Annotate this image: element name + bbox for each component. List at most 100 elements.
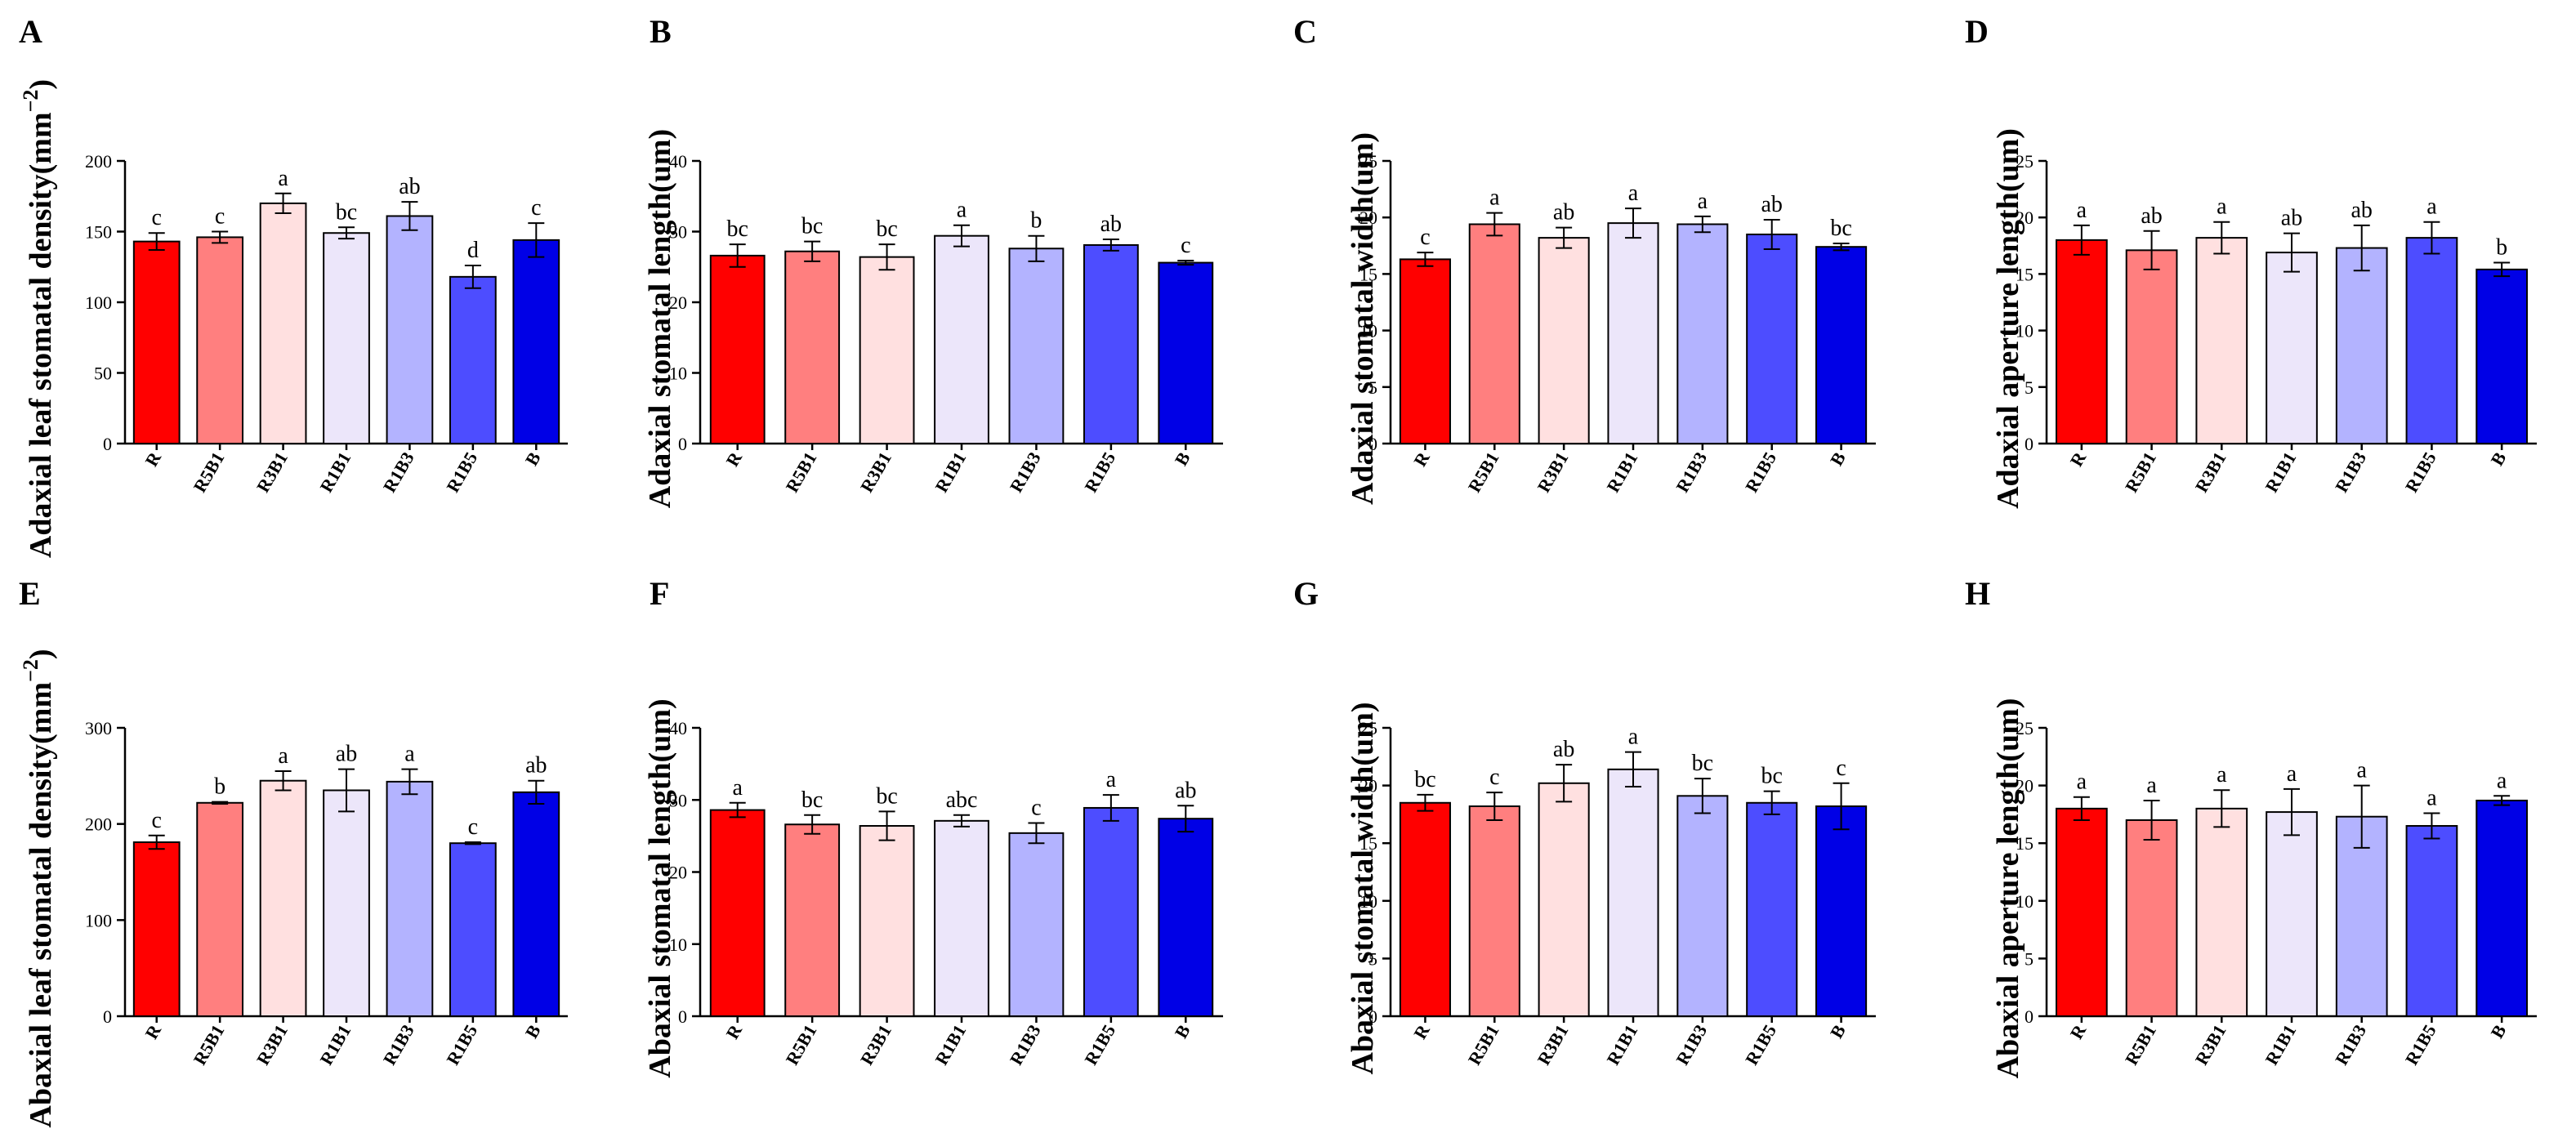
y-tick-label: 300 bbox=[85, 718, 112, 738]
y-tick-label: 200 bbox=[85, 814, 112, 835]
y-axis-title: Adaxial stomatal length(um) bbox=[643, 129, 677, 508]
y-axis-title-text: Adaxial stomatal width(um) bbox=[1346, 132, 1380, 505]
significance-label: a bbox=[2426, 194, 2437, 220]
y-tick-label: 10 bbox=[669, 364, 687, 384]
panel-label: B bbox=[650, 13, 672, 50]
bar-R1B3 bbox=[2335, 247, 2388, 444]
x-tick-label: R3B1 bbox=[252, 1021, 292, 1068]
significance-label: ab bbox=[1100, 212, 1122, 237]
y-tick-label: 20 bbox=[2016, 207, 2034, 228]
y-tick-label: 0 bbox=[1368, 1006, 1377, 1027]
bar-R5B1 bbox=[784, 823, 841, 1017]
bar-R1B1 bbox=[2266, 811, 2318, 1017]
bar-B bbox=[1815, 246, 1868, 444]
bar-B bbox=[512, 791, 560, 1017]
x-tick-label: B bbox=[2486, 1021, 2510, 1042]
bar-B bbox=[1158, 818, 1214, 1017]
x-tick-label: R3B1 bbox=[1534, 448, 1573, 496]
y-axis-title: Adaxial leaf stomatal density(mm−2) bbox=[19, 79, 58, 558]
x-tick-label: R5B1 bbox=[782, 448, 821, 496]
panel-E: E Abaxial leaf stomatal density(mm−2) 0 100… bbox=[19, 575, 568, 1128]
significance-label: c bbox=[531, 195, 541, 221]
x-tick-label: R1B5 bbox=[1741, 448, 1780, 496]
y-tick-label: 30 bbox=[669, 222, 687, 243]
x-tick-label: R3B1 bbox=[856, 448, 895, 496]
y-tick-label: 25 bbox=[1359, 151, 1377, 172]
y-tick-label: 15 bbox=[2016, 833, 2034, 854]
bar-R5B1 bbox=[2125, 819, 2178, 1018]
y-tick-label: 25 bbox=[1359, 718, 1377, 738]
bar-R3B1 bbox=[2195, 807, 2248, 1018]
y-axis-title-superscript: −2 bbox=[19, 659, 42, 682]
x-tick-label: R1B3 bbox=[1672, 448, 1711, 496]
significance-label: c bbox=[151, 205, 161, 230]
y-tick-label: 20 bbox=[669, 292, 687, 313]
y-axis-title: Abaxial leaf stomatal density(mm−2) bbox=[19, 649, 58, 1127]
significance-label: bc bbox=[801, 787, 823, 813]
bar-R1B3 bbox=[1676, 795, 1729, 1017]
y-axis-title: Abaxial aperture length(um) bbox=[1991, 698, 2025, 1079]
y-tick-label: 0 bbox=[678, 1006, 687, 1027]
y-axis-title: Abaxial stomatal width(um) bbox=[1346, 702, 1380, 1074]
bar-B bbox=[512, 239, 560, 444]
significance-label: a bbox=[278, 743, 288, 769]
x-tick-label: B bbox=[1171, 448, 1194, 469]
y-tick-label: 25 bbox=[2016, 718, 2034, 738]
significance-label: ab bbox=[525, 753, 547, 778]
significance-label: a bbox=[957, 198, 967, 223]
bar-R5B1 bbox=[1468, 223, 1520, 444]
bar-R1B3 bbox=[1676, 223, 1729, 444]
bar-R3B1 bbox=[259, 202, 307, 444]
bar-R bbox=[709, 809, 766, 1017]
x-tick-label: R5B1 bbox=[1464, 448, 1503, 496]
y-axis-title-text: Abaxial aperture length(um) bbox=[1991, 698, 2025, 1079]
panel-F: F Abaxial stomatal length(um) 0 10 20 30 40 a Rb… bbox=[643, 575, 1223, 1078]
y-tick-label: 200 bbox=[85, 151, 112, 172]
panel-label: A bbox=[19, 13, 42, 50]
x-tick-label: R1B1 bbox=[2261, 1021, 2300, 1068]
y-tick-label: 40 bbox=[669, 151, 687, 172]
significance-label: ab bbox=[2141, 203, 2162, 229]
y-tick-label: 20 bbox=[2016, 776, 2034, 796]
significance-label: b bbox=[214, 774, 225, 800]
bar-R1B5 bbox=[2405, 825, 2458, 1018]
significance-label: abc bbox=[946, 787, 978, 813]
y-tick-label: 15 bbox=[1359, 833, 1377, 854]
x-tick-label: R1B3 bbox=[1672, 1021, 1711, 1068]
panel-label: C bbox=[1293, 13, 1317, 50]
x-tick-label: R bbox=[2066, 1020, 2091, 1042]
significance-label: c bbox=[1836, 756, 1846, 781]
bar-R1B5 bbox=[449, 842, 497, 1017]
y-axis-title-text: Abaxial stomatal width(um) bbox=[1346, 702, 1380, 1074]
significance-label: ab bbox=[1175, 778, 1196, 803]
bar-R1B5 bbox=[1083, 806, 1139, 1018]
x-tick-label: R3B1 bbox=[1534, 1021, 1573, 1068]
y-tick-label: 0 bbox=[103, 1006, 112, 1027]
x-tick-label: R bbox=[721, 1020, 746, 1042]
bar-R1B5 bbox=[1746, 233, 1798, 444]
y-tick-label: 25 bbox=[2016, 151, 2034, 172]
x-tick-label: R bbox=[1409, 1020, 1434, 1042]
significance-label: c bbox=[468, 814, 478, 840]
x-tick-label: R3B1 bbox=[252, 448, 292, 496]
significance-label: c bbox=[1420, 225, 1430, 250]
bar-R bbox=[709, 254, 766, 444]
significance-label: bc bbox=[1830, 216, 1851, 241]
bar-R1B5 bbox=[2405, 237, 2458, 444]
significance-label: c bbox=[1181, 233, 1190, 258]
significance-label: a bbox=[2426, 785, 2437, 810]
y-tick-label: 100 bbox=[85, 910, 112, 930]
significance-label: a bbox=[278, 166, 288, 191]
y-tick-label: 5 bbox=[1368, 948, 1377, 969]
x-tick-label: R1B1 bbox=[315, 448, 355, 496]
x-tick-label: R bbox=[141, 448, 165, 470]
x-tick-label: R1B1 bbox=[315, 1021, 355, 1068]
x-tick-label: R1B5 bbox=[2401, 448, 2440, 496]
y-tick-label: 5 bbox=[2025, 377, 2034, 398]
significance-label: c bbox=[1031, 795, 1041, 820]
x-tick-label: R1B3 bbox=[379, 1021, 418, 1068]
y-tick-label: 10 bbox=[2016, 891, 2034, 912]
panel-A: A Adaxial leaf stomatal density(mm−2) 0 50 1… bbox=[19, 13, 568, 558]
y-tick-label: 0 bbox=[2025, 434, 2034, 454]
